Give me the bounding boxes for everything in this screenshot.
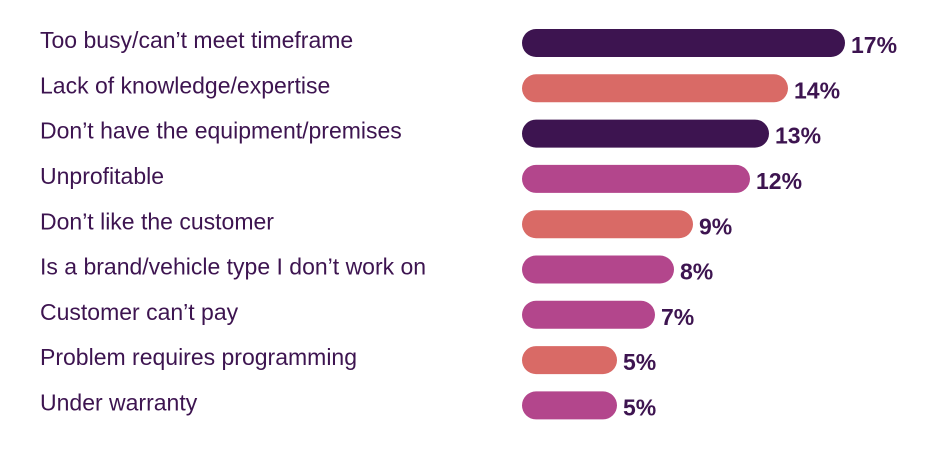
value-label: 7% — [661, 304, 694, 330]
category-label: Don’t have the equipment/premises — [40, 118, 402, 144]
value-label: 12% — [756, 168, 802, 194]
bar — [522, 29, 845, 57]
value-label: 14% — [794, 77, 840, 103]
category-label: Is a brand/vehicle type I don’t work on — [40, 254, 426, 280]
bar — [522, 255, 674, 284]
value-label: 13% — [775, 123, 821, 149]
bars-group: Too busy/can’t meet timeframe 17% Lack of … — [40, 27, 897, 420]
value-label: 5% — [623, 394, 656, 420]
bar — [522, 74, 788, 103]
category-label: Customer can’t pay — [40, 299, 239, 325]
category-label: Problem requires programming — [40, 344, 357, 370]
bar — [522, 300, 655, 329]
category-label: Under warranty — [40, 389, 198, 415]
value-label: 9% — [699, 213, 732, 239]
category-label: Don’t like the customer — [40, 208, 274, 234]
category-label: Lack of knowledge/expertise — [40, 72, 330, 98]
bar — [522, 119, 769, 148]
bar — [522, 391, 617, 420]
value-label: 17% — [851, 32, 897, 58]
value-label: 5% — [623, 349, 656, 375]
category-label: Unprofitable — [40, 163, 164, 189]
bar — [522, 346, 617, 375]
bar — [522, 164, 750, 193]
category-label: Too busy/can’t meet timeframe — [40, 27, 353, 53]
bar — [522, 210, 693, 239]
value-label: 8% — [680, 259, 713, 285]
